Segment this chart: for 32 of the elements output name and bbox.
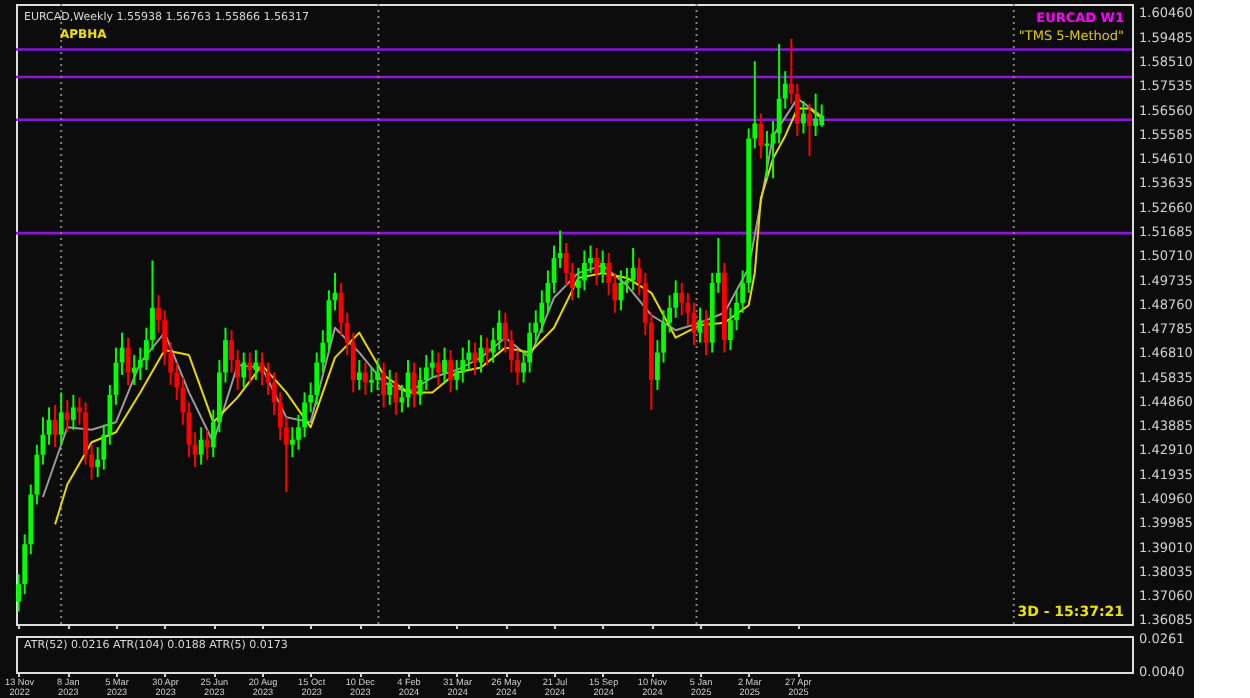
candlestick	[679, 281, 685, 317]
candlestick	[375, 359, 380, 391]
candlestick	[594, 247, 599, 287]
candlestick	[64, 398, 70, 434]
candlestick	[381, 361, 387, 409]
candlestick	[758, 112, 764, 160]
candlestick	[600, 249, 606, 284]
candlestick	[630, 247, 636, 292]
candlestick	[204, 428, 210, 461]
candlestick	[131, 354, 137, 386]
candlestick	[253, 349, 259, 381]
candlestick	[448, 349, 453, 394]
candlestick	[52, 403, 58, 449]
candlestick	[241, 351, 247, 389]
candlestick	[247, 351, 253, 384]
candlestick	[582, 249, 587, 292]
candlestick	[70, 393, 76, 431]
candlestick	[363, 361, 368, 396]
candlestick	[764, 129, 770, 180]
candlestick	[813, 92, 819, 137]
candlestick	[393, 371, 399, 416]
candlestick	[198, 426, 204, 466]
candlestick	[125, 336, 131, 386]
candlestick	[387, 369, 393, 406]
candlestick	[436, 351, 441, 386]
candlestick	[460, 346, 466, 384]
candlestick	[442, 346, 447, 384]
candlestick	[703, 309, 709, 357]
candlestick	[801, 100, 806, 135]
candlestick	[807, 102, 812, 157]
candlestick	[356, 359, 362, 391]
candlestick	[58, 391, 64, 446]
